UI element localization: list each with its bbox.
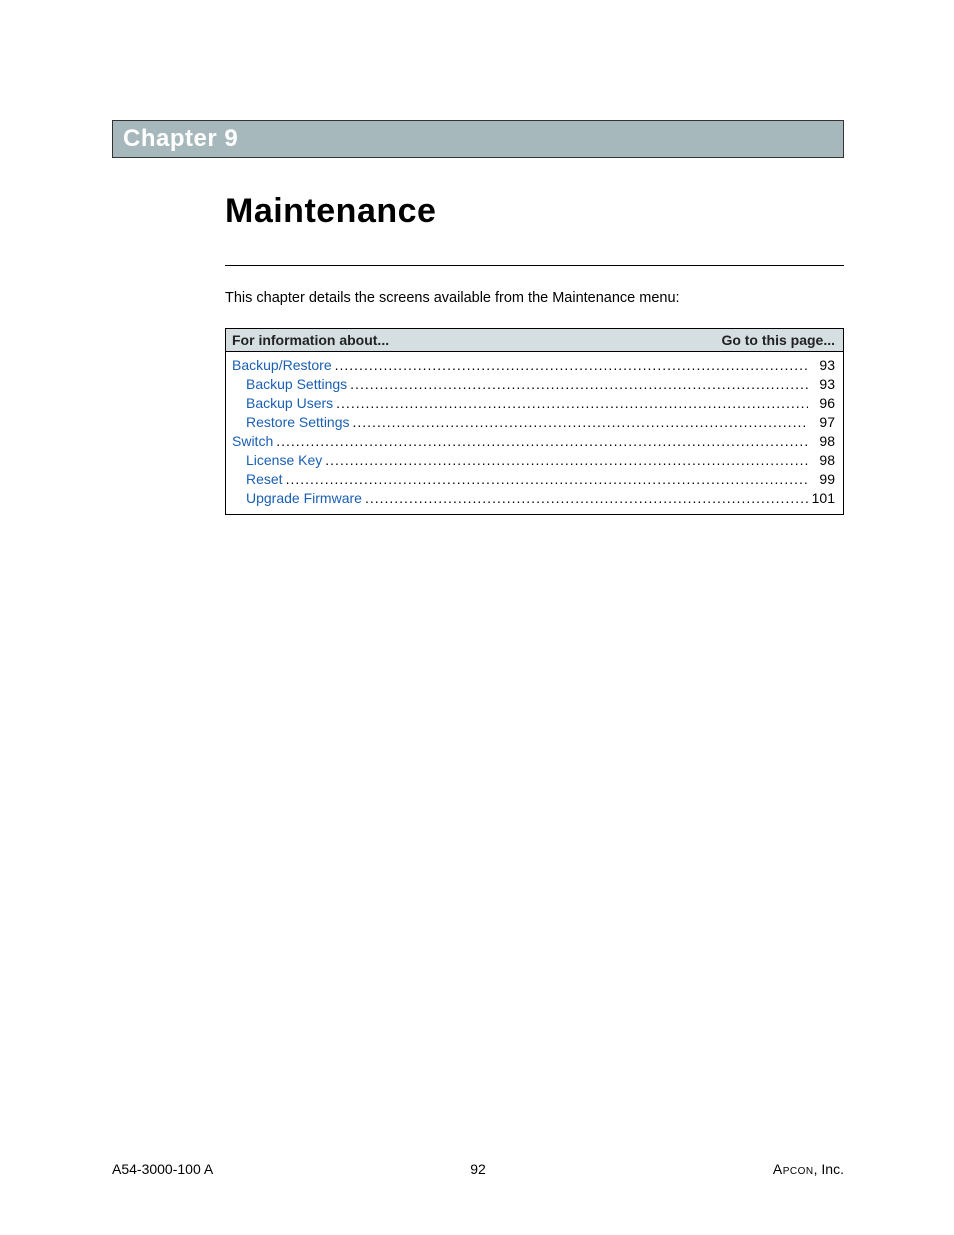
- toc-row: Upgrade Firmware 101: [232, 489, 835, 508]
- toc-page-number: 93: [811, 356, 835, 375]
- chapter-label: Chapter 9: [123, 125, 238, 153]
- toc-leader-dots: [350, 375, 808, 389]
- footer-left: A54-3000-100 A: [112, 1161, 213, 1177]
- toc-leader-dots: [336, 394, 808, 408]
- horizontal-rule: [225, 265, 844, 266]
- toc-row: Backup Users 96: [232, 394, 835, 413]
- toc-header-left: For information about...: [232, 332, 389, 348]
- toc-body: Backup/Restore93Backup Settings93Backup …: [226, 352, 843, 514]
- toc-row: Backup/Restore 93: [232, 356, 835, 375]
- toc-page-number: 96: [811, 394, 835, 413]
- toc-box: For information about... Go to this page…: [225, 328, 844, 515]
- footer-company: Apcon: [773, 1161, 814, 1177]
- footer-page-number: 92: [470, 1161, 486, 1177]
- toc-page-number: 99: [811, 470, 835, 489]
- toc-leader-dots: [365, 489, 808, 503]
- toc-leader-dots: [353, 413, 809, 427]
- toc-row: Reset 99: [232, 470, 835, 489]
- intro-text: This chapter details the screens availab…: [225, 290, 680, 306]
- toc-leader-dots: [325, 451, 808, 465]
- toc-link[interactable]: Backup/Restore: [232, 356, 332, 375]
- toc-row: Restore Settings 97: [232, 413, 835, 432]
- toc-page-number: 97: [811, 413, 835, 432]
- toc-page-number: 101: [811, 489, 835, 508]
- toc-row: License Key 98: [232, 451, 835, 470]
- toc-link[interactable]: Switch: [232, 432, 273, 451]
- footer: A54-3000-100 A 92 Apcon, Inc.: [112, 1161, 844, 1177]
- toc-link[interactable]: Backup Settings: [232, 375, 347, 394]
- toc-header: For information about... Go to this page…: [226, 329, 843, 352]
- footer-suffix: , Inc.: [814, 1161, 844, 1177]
- toc-page-number: 98: [811, 432, 835, 451]
- toc-link[interactable]: Reset: [232, 470, 283, 489]
- toc-row: Backup Settings 93: [232, 375, 835, 394]
- toc-link[interactable]: Upgrade Firmware: [232, 489, 362, 508]
- toc-link[interactable]: Backup Users: [232, 394, 333, 413]
- toc-leader-dots: [286, 470, 808, 484]
- page-title: Maintenance: [225, 192, 436, 231]
- chapter-bar: Chapter 9: [112, 120, 844, 158]
- toc-page-number: 98: [811, 451, 835, 470]
- page: Chapter 9 Maintenance This chapter detai…: [0, 0, 954, 1235]
- toc-page-number: 93: [811, 375, 835, 394]
- toc-header-right: Go to this page...: [721, 332, 835, 348]
- toc-link[interactable]: License Key: [232, 451, 322, 470]
- toc-row: Switch 98: [232, 432, 835, 451]
- toc-leader-dots: [335, 356, 808, 370]
- footer-right: Apcon, Inc.: [773, 1161, 844, 1177]
- toc-leader-dots: [276, 432, 808, 446]
- toc-link[interactable]: Restore Settings: [232, 413, 350, 432]
